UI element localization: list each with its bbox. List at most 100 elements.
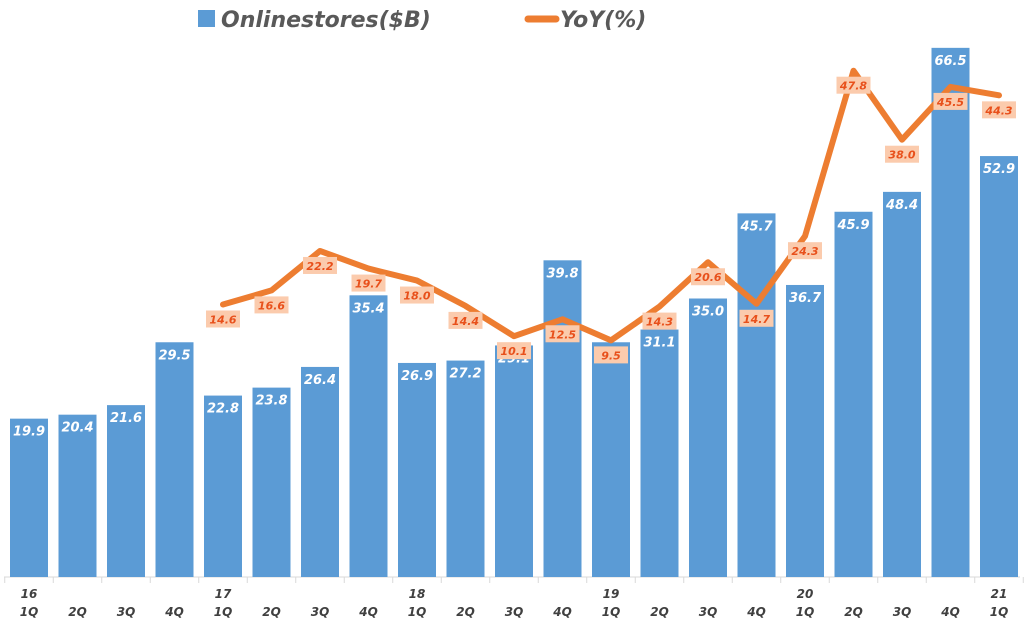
bar-value-label: 26.9 xyxy=(401,369,433,384)
line-value-label: 9.5 xyxy=(601,349,621,362)
legend: Onlinestores($B) YoY(%) xyxy=(198,8,646,33)
x-tick-label: 1Q xyxy=(990,605,1009,619)
line-value-label: 45.5 xyxy=(936,96,964,109)
line-label-bg xyxy=(836,76,871,94)
x-tick-label: 4Q xyxy=(358,605,378,619)
legend-label-line: YoY(%) xyxy=(560,8,646,33)
line-value-label: 24.3 xyxy=(791,245,818,258)
line-series xyxy=(220,67,1002,344)
bar xyxy=(398,362,436,577)
line-value-label: 19.7 xyxy=(355,278,382,291)
bar xyxy=(495,345,533,577)
bar xyxy=(737,213,776,577)
line-value-label: 14.3 xyxy=(646,316,673,329)
bar xyxy=(107,405,145,577)
bar xyxy=(543,260,582,577)
x-tick-label: 2Q xyxy=(68,605,87,619)
bar xyxy=(980,156,1018,577)
x-tick-label: 2Q xyxy=(844,605,863,619)
line-value-label: 16.6 xyxy=(258,299,285,312)
x-year-label: 20 xyxy=(797,587,814,601)
line-label-bg xyxy=(982,101,1016,119)
bars: 19.9 20.4 21.6 29.5 22.8 23.8 26.4 35.4 26.9 27.2… xyxy=(10,47,1018,578)
bar-value-label: 22.8 xyxy=(207,402,239,417)
bar xyxy=(786,284,824,577)
bar-value-label: 66.5 xyxy=(934,54,966,69)
bar xyxy=(689,298,727,577)
bar-value-label: 21.6 xyxy=(110,411,142,426)
legend-label-bar: Onlinestores($B) xyxy=(221,8,431,33)
x-tick-label: 3Q xyxy=(699,605,718,619)
bar xyxy=(155,342,194,577)
x-tick-label: 4Q xyxy=(164,605,184,619)
line-label-bg xyxy=(254,296,289,314)
bar-value-label: 45.9 xyxy=(836,218,869,233)
x-year-label: 19 xyxy=(603,587,620,601)
line-label-bg xyxy=(448,311,483,329)
x-tick-label: 2Q xyxy=(262,605,281,619)
line-label-bg xyxy=(691,268,725,286)
bar xyxy=(883,191,921,578)
bar-value-label: 20.4 xyxy=(61,421,93,436)
bar-value-label: 19.9 xyxy=(13,425,45,440)
line-label-bg xyxy=(303,256,337,274)
x-tick-label: 3Q xyxy=(117,605,136,619)
bar-value-label: 52.9 xyxy=(983,162,1015,177)
line-label-bg xyxy=(497,342,531,360)
line-label-bg xyxy=(351,274,386,292)
bar-value-label: 45.7 xyxy=(739,219,773,234)
x-tick-label: 3Q xyxy=(505,605,524,619)
x-tick-label: 4Q xyxy=(746,605,766,619)
bar xyxy=(834,211,873,577)
x-tick-label: 4Q xyxy=(940,605,960,619)
line-label-bg xyxy=(594,346,628,364)
line-label-bg xyxy=(788,242,822,260)
bar-value-label: 31.1 xyxy=(643,336,675,351)
bar-value-label: 23.8 xyxy=(255,394,287,409)
bar xyxy=(252,387,291,577)
line-label-bg xyxy=(400,286,434,304)
line-value-label: 12.5 xyxy=(549,328,576,341)
bar xyxy=(640,329,679,577)
x-tick-label: 3Q xyxy=(893,605,912,619)
line-value-label: 20.6 xyxy=(694,271,721,284)
line-label-bg xyxy=(206,310,240,328)
line-label-bg xyxy=(933,92,968,110)
bar xyxy=(58,414,97,577)
bar xyxy=(10,418,48,577)
x-tick-label: 1Q xyxy=(214,605,233,619)
line-label-bg xyxy=(739,309,774,327)
bar xyxy=(349,295,388,577)
axis-ticks: 1Q 16 2Q 3Q 4Q 1Q 17 2Q 3Q 4Q 1Q 18 2Q 3Q 4Q 1Q 19 2Q 3Q 4Q… xyxy=(4,577,1024,619)
bar-value-label: 36.7 xyxy=(789,291,822,306)
bar-value-label: 39.8 xyxy=(546,266,578,281)
legend-swatch-bar xyxy=(198,10,215,27)
bar-value-label: 35.4 xyxy=(352,301,384,316)
bar-value-label: 48.4 xyxy=(885,198,918,213)
x-tick-label: 1Q xyxy=(796,605,815,619)
bar-value-label: 27.2 xyxy=(449,367,481,382)
bar xyxy=(931,47,970,578)
bar xyxy=(446,360,485,577)
x-tick-label: 2Q xyxy=(456,605,475,619)
line-value-label: 38.0 xyxy=(888,149,915,162)
x-tick-label: 1Q xyxy=(602,605,621,619)
x-tick-label: 2Q xyxy=(650,605,669,619)
line-value-label: 22.2 xyxy=(306,260,333,273)
line-value-label: 10.1 xyxy=(500,345,527,358)
x-year-label: 16 xyxy=(21,587,38,601)
x-year-label: 21 xyxy=(991,587,1008,601)
line-labels: 14.6 16.6 22.2 19.7 18.0 14.4 10.1 12.5 9.5 14.3 2… xyxy=(206,76,1016,364)
yoy-line xyxy=(220,67,1002,344)
x-tick-label: 4Q xyxy=(552,605,572,619)
bar-value-label: 29.5 xyxy=(158,348,190,363)
line-value-label: 14.4 xyxy=(452,315,479,328)
line-value-label: 44.3 xyxy=(984,104,1012,117)
line-value-label: 18.0 xyxy=(403,290,430,303)
x-tick-label: 1Q xyxy=(408,605,427,619)
line-label-bg xyxy=(885,145,919,163)
x-year-label: 18 xyxy=(409,587,426,601)
bar xyxy=(301,366,339,577)
bar-value-label: 26.4 xyxy=(304,373,336,388)
